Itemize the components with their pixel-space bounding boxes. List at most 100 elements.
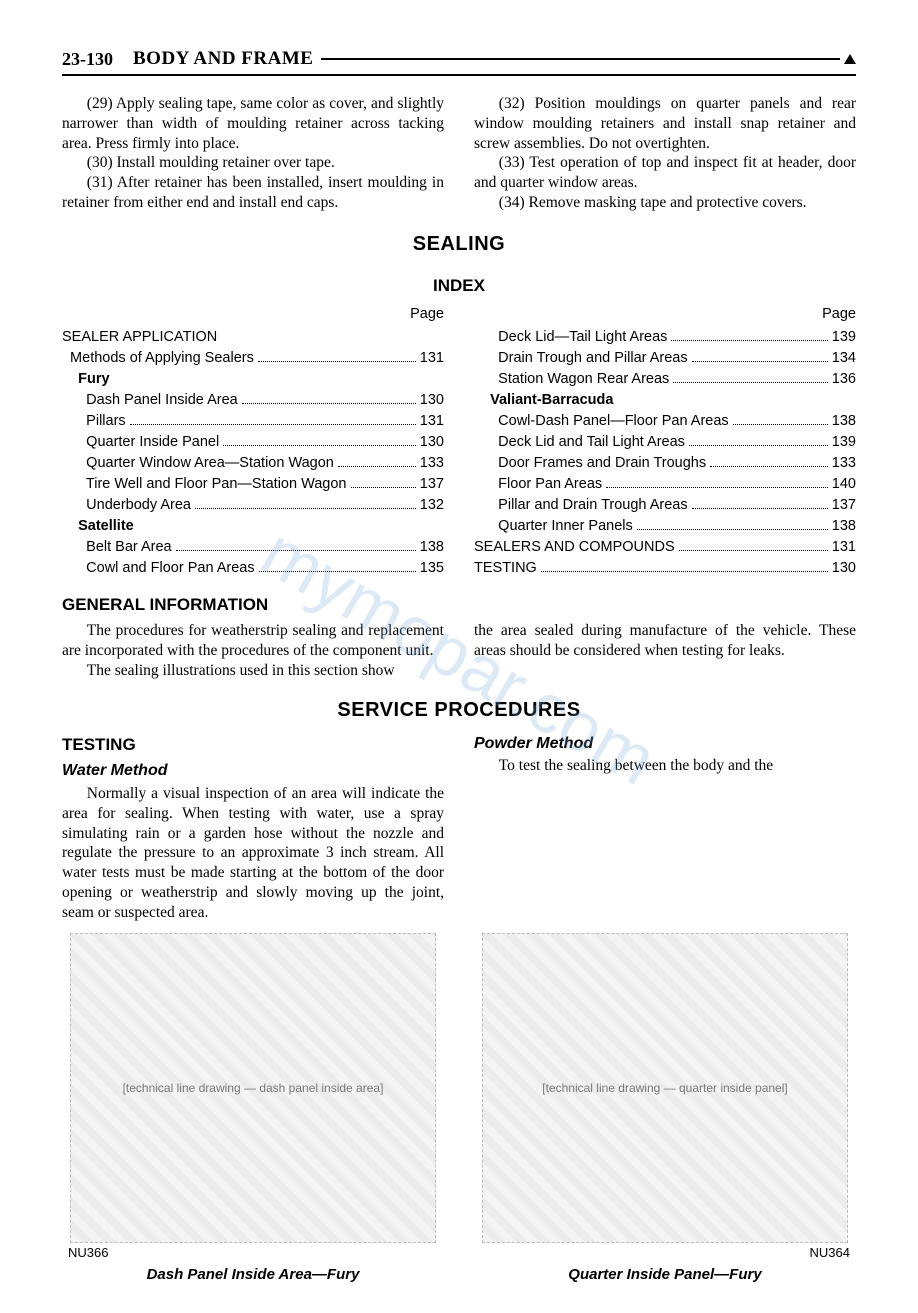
index-label: Quarter Inside Panel — [62, 432, 219, 453]
index-page: 137 — [420, 474, 444, 495]
page-label-right: Page — [474, 304, 856, 325]
index-page: 134 — [832, 348, 856, 369]
index-row: Station Wagon Rear Areas 136 — [474, 369, 856, 390]
subhead-testing: TESTING — [62, 734, 444, 756]
para-32: (32) Position mouldings on quarter panel… — [474, 94, 856, 153]
index-dots — [242, 403, 416, 404]
figure-left-image: [technical line drawing — dash panel ins… — [62, 933, 444, 1243]
index-label: Deck Lid and Tail Light Areas — [474, 432, 685, 453]
index-label: Quarter Window Area—Station Wagon — [62, 453, 334, 474]
index-dots — [541, 571, 828, 572]
para-34: (34) Remove masking tape and protective … — [474, 193, 856, 213]
index-row: Valiant-Barracuda — [474, 390, 856, 411]
index-label: SEALERS AND COMPOUNDS — [474, 537, 675, 558]
index-row: SEALERS AND COMPOUNDS 131 — [474, 537, 856, 558]
index-page: 131 — [832, 537, 856, 558]
index-page: 133 — [420, 453, 444, 474]
figure-left-placeholder: [technical line drawing — dash panel ins… — [70, 933, 437, 1243]
header-title: BODY AND FRAME — [133, 48, 313, 70]
top-text-columns: (29) Apply sealing tape, same color as c… — [62, 94, 856, 213]
index-left-column: Page SEALER APPLICATION Methods of Apply… — [62, 304, 444, 579]
section-title-index: INDEX — [62, 276, 856, 296]
index-label: Belt Bar Area — [62, 537, 172, 558]
index-dots — [679, 550, 828, 551]
index-label: Quarter Inner Panels — [474, 516, 633, 537]
subsubhead-water-method: Water Method — [62, 761, 444, 781]
general-info-left-p1: The procedures for weatherstrip sealing … — [62, 621, 444, 661]
index-row: Drain Trough and Pillar Areas 134 — [474, 348, 856, 369]
index-page: 130 — [420, 432, 444, 453]
para-29: (29) Apply sealing tape, same color as c… — [62, 94, 444, 153]
index-row: Fury — [62, 369, 444, 390]
index-label: Floor Pan Areas — [474, 474, 602, 495]
index-dots — [223, 445, 416, 446]
index-label: Valiant-Barracuda — [474, 390, 613, 411]
index-page: 131 — [420, 348, 444, 369]
index-page: 140 — [832, 474, 856, 495]
index-dots — [351, 487, 416, 488]
index-page: 137 — [832, 495, 856, 516]
index-dots — [673, 382, 827, 383]
index-label: Drain Trough and Pillar Areas — [474, 348, 688, 369]
page-header: 23-130 BODY AND FRAME — [62, 48, 856, 76]
index-page: 136 — [832, 369, 856, 390]
index-row: Floor Pan Areas 140 — [474, 474, 856, 495]
para-30: (30) Install moulding retainer over tape… — [62, 153, 444, 173]
page-number: 23-130 — [62, 49, 113, 70]
index-columns: Page SEALER APPLICATION Methods of Apply… — [62, 304, 856, 579]
index-label: Station Wagon Rear Areas — [474, 369, 669, 390]
index-label: Fury — [62, 369, 110, 390]
index-label: Tire Well and Floor Pan—Station Wagon — [62, 474, 347, 495]
figures-row: [technical line drawing — dash panel ins… — [62, 933, 856, 1283]
index-row: SEALER APPLICATION — [62, 327, 444, 348]
index-row: Deck Lid—Tail Light Areas139 — [474, 327, 856, 348]
index-label: Satellite — [62, 516, 134, 537]
index-row: Tire Well and Floor Pan—Station Wagon 137 — [62, 474, 444, 495]
index-row: Belt Bar Area 138 — [62, 537, 444, 558]
index-dots — [338, 466, 416, 467]
index-dots — [258, 361, 416, 362]
top-right-column: (32) Position mouldings on quarter panel… — [474, 94, 856, 213]
top-left-column: (29) Apply sealing tape, same color as c… — [62, 94, 444, 213]
index-dots — [710, 466, 828, 467]
service-left-column: TESTING Water Method Normally a visual i… — [62, 730, 444, 923]
index-row: Cowl and Floor Pan Areas135 — [62, 558, 444, 579]
index-dots — [671, 340, 827, 341]
index-page: 138 — [832, 516, 856, 537]
index-dots — [689, 445, 828, 446]
index-page: 139 — [832, 327, 856, 348]
index-label: Methods of Applying Sealers — [62, 348, 254, 369]
index-dots — [692, 361, 828, 362]
figure-left: [technical line drawing — dash panel ins… — [62, 933, 444, 1283]
index-row: Underbody Area132 — [62, 495, 444, 516]
page-label-left: Page — [62, 304, 444, 325]
index-label: Door Frames and Drain Troughs — [474, 453, 706, 474]
index-row: Cowl-Dash Panel—Floor Pan Areas138 — [474, 411, 856, 432]
index-dots — [195, 508, 416, 509]
index-label: SEALER APPLICATION — [62, 327, 217, 348]
index-label: Cowl and Floor Pan Areas — [62, 558, 255, 579]
water-method-body: Normally a visual inspection of an area … — [62, 784, 444, 923]
general-info-left-p2: The sealing illustrations used in this s… — [62, 661, 444, 681]
index-dots — [692, 508, 828, 509]
index-page: 138 — [420, 537, 444, 558]
header-rule — [321, 58, 840, 60]
index-label: Cowl-Dash Panel—Floor Pan Areas — [474, 411, 729, 432]
index-page: 130 — [420, 390, 444, 411]
index-row: TESTING130 — [474, 558, 856, 579]
triangle-marker-icon — [844, 54, 856, 64]
para-31: (31) After retainer has been installed, … — [62, 173, 444, 213]
service-columns: TESTING Water Method Normally a visual i… — [62, 730, 856, 923]
figure-right-code: NU364 — [810, 1245, 850, 1260]
figure-right: [technical line drawing — quarter inside… — [474, 933, 856, 1283]
index-label: TESTING — [474, 558, 537, 579]
section-title-sealing: SEALING — [62, 233, 856, 256]
index-row: Quarter Inner Panels 138 — [474, 516, 856, 537]
figure-left-caption: Dash Panel Inside Area—Fury — [147, 1266, 360, 1283]
index-page: 132 — [420, 495, 444, 516]
index-row: Quarter Window Area—Station Wagon 133 — [62, 453, 444, 474]
general-info-columns: The procedures for weatherstrip sealing … — [62, 621, 856, 680]
index-label: Pillar and Drain Trough Areas — [474, 495, 688, 516]
index-dots — [176, 550, 416, 551]
index-page: 139 — [832, 432, 856, 453]
